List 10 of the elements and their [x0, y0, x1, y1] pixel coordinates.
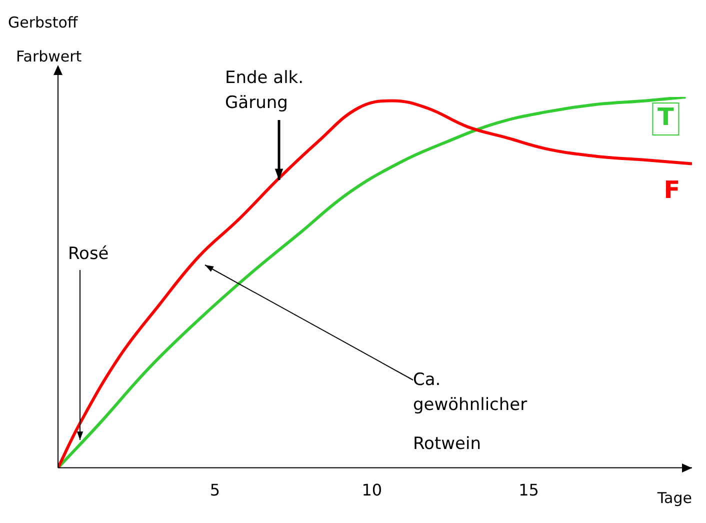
y-axis-title: Gerbstoff Farbwert	[8, 13, 82, 66]
series-label: F	[664, 176, 680, 204]
series-label: T	[658, 103, 675, 132]
annotation: Rosé	[68, 244, 109, 264]
x-tick-label: 10	[362, 480, 382, 500]
x-tick-label: 15	[518, 480, 539, 500]
x-tick-label: 5	[210, 480, 220, 500]
annotation: Ca. gewöhnlicher Rotwein	[413, 370, 528, 454]
x-axis-title: Tage	[656, 489, 692, 508]
annotation: Ende alk. Gärung	[225, 68, 304, 113]
